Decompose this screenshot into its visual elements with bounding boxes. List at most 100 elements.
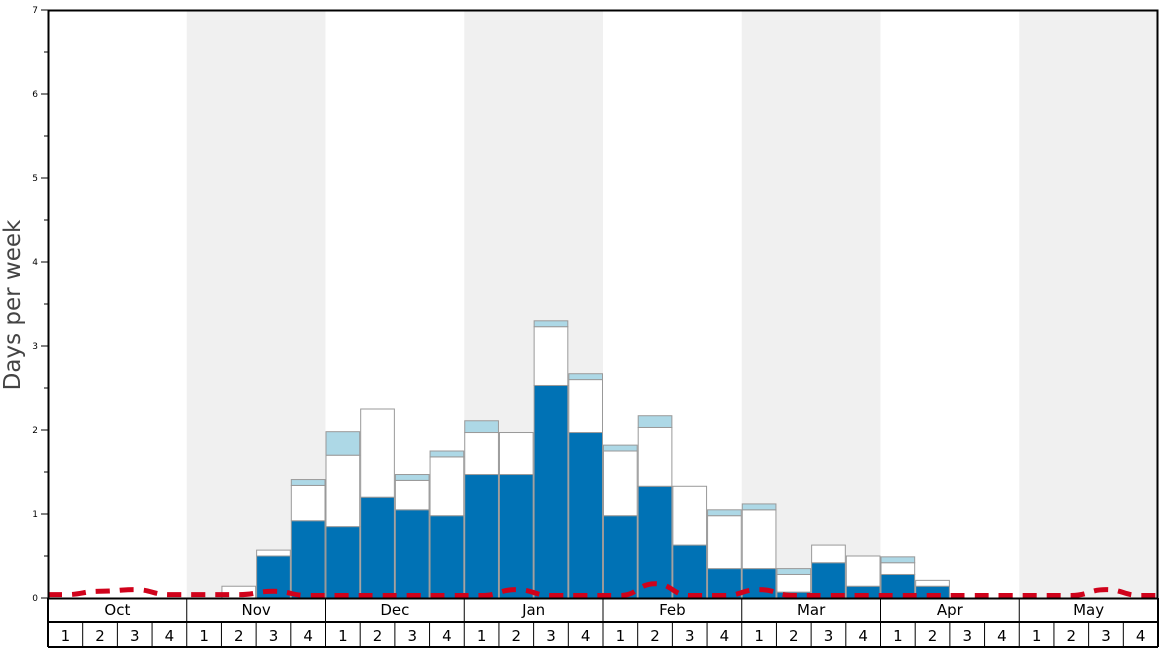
bar-segment-1 [603,515,638,599]
bar-segment-3 [637,415,673,428]
bar-segment-1 [672,544,708,599]
bar-segment-3 [707,509,742,517]
bar-segment-2 [672,485,708,546]
week-label: 1 [616,627,626,645]
bar-segment-2 [915,579,950,587]
y-axis-label: Days per week [0,219,26,390]
bar-segment-2 [429,456,465,517]
month-band [741,10,881,598]
month-label: Mar [797,601,826,619]
week-label: 1 [477,627,487,645]
bar-segment-1 [464,474,499,599]
bar-segment-2 [533,326,569,386]
week-label: 1 [754,627,764,645]
week-label: 2 [1067,627,1077,645]
bar-segment-1 [741,568,777,599]
y-tick-label: 1 [32,510,38,520]
bar-segment-2 [290,484,326,522]
bar-segment-2 [256,549,291,557]
bar-segment-2 [741,509,777,570]
bar-segment-1 [325,526,361,599]
week-label: 3 [546,627,556,645]
week-label: 2 [234,627,244,645]
y-axis: 0 1 2 3 4 5 6 7 [32,6,48,604]
bar-segment-1 [360,496,395,599]
week-label: 4 [165,627,175,645]
y-tick-label: 5 [32,174,38,184]
dashed-line [48,581,1158,598]
bar-segment-3 [325,431,361,456]
week-label: 1 [199,627,209,645]
y-tick-label: 4 [32,258,38,268]
bar-segment-2 [603,450,638,517]
week-label: 4 [858,627,868,645]
bar-segment-1 [533,384,569,599]
bar-segment-2 [464,432,499,476]
bar-segment-2 [498,432,534,476]
week-label: 4 [720,627,730,645]
week-label: 4 [997,627,1007,645]
week-label: 2 [650,627,660,645]
bar-segment-1 [637,485,673,599]
week-label: 3 [407,627,417,645]
week-label: 3 [1101,627,1111,645]
week-label: 3 [824,627,834,645]
bar-segment-2 [394,479,430,511]
week-label: 3 [962,627,972,645]
month-label: May [1073,601,1104,619]
bars-group [221,320,950,599]
bar-segment-3 [880,556,916,564]
bar-segment-2 [845,555,881,587]
week-label: 4 [442,627,452,645]
week-label: 1 [1032,627,1042,645]
bar-segment-2 [568,379,603,434]
month-label: Feb [659,601,686,619]
week-label: 4 [303,627,313,645]
month-label: Dec [380,601,409,619]
bar-segment-3 [394,474,430,481]
month-band [1019,10,1158,598]
week-label: 4 [581,627,591,645]
plot-frame [47,9,1159,600]
y-tick-label: 6 [32,90,38,100]
bar-segment-3 [741,503,777,511]
week-label: 2 [95,627,105,645]
bar-segment-1 [429,515,465,599]
dashed-line-group [48,581,1158,598]
month-label: Nov [241,601,270,619]
week-label: 4 [1136,627,1146,645]
month-label: Jan [521,601,545,619]
bar-segment-3 [290,479,326,486]
y-tick-label: 7 [32,6,38,16]
month-shading-bands [186,10,1158,598]
y-tick-label: 3 [32,342,38,352]
bar-segment-3 [568,373,603,381]
week-label: 2 [373,627,383,645]
bar-segment-2 [707,515,742,570]
bar-segment-1 [290,520,326,599]
bar-segment-2 [325,454,361,528]
bar-segment-1 [568,432,603,599]
week-label: 3 [685,627,695,645]
y-tick-label: 0 [32,594,38,604]
week-label: 2 [512,627,522,645]
week-label: 1 [893,627,903,645]
week-label: 1 [338,627,348,645]
week-label: 2 [928,627,938,645]
bar-segment-3 [603,444,638,452]
bar-segment-3 [776,568,812,575]
bar-segment-3 [429,450,465,458]
bar-segment-2 [776,573,812,593]
bar-segment-2 [811,544,846,564]
x-axis: Oct 1 2 3 4 Nov 1 2 3 4 Dec 1 2 3 4 Jan 1 2 3 4 Feb 1 2 3 4 Mar 1 2… [47,598,1159,648]
bar-segment-1 [498,474,534,599]
week-label: 2 [789,627,799,645]
week-label: 1 [61,627,71,645]
week-label: 3 [130,627,140,645]
week-label: 3 [269,627,279,645]
bar-segment-1 [811,562,846,599]
bar-segment-1 [394,509,430,599]
month-label: Apr [937,601,964,619]
bar-segment-2 [637,426,673,487]
bar-segment-3 [533,320,569,328]
